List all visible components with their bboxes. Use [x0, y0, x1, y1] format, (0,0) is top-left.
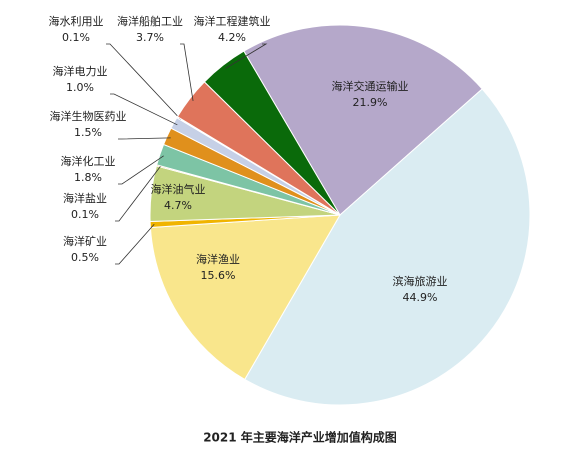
pie-slice [244, 88, 531, 406]
leader-line [225, 43, 268, 69]
leader-line [110, 93, 178, 126]
leader-line [115, 224, 155, 265]
pie-slice [149, 214, 341, 381]
slice-value: 1.0% [66, 81, 94, 94]
leader-line [118, 137, 171, 140]
leader-line [115, 166, 161, 222]
slice-value: 0.5% [71, 251, 99, 264]
slice-value: 3.7% [136, 31, 164, 44]
slice-label: 海水利用业 [49, 14, 104, 28]
slice-value: 44.9% [403, 291, 438, 304]
leader-line [118, 155, 164, 185]
slice-value: 21.9% [353, 96, 388, 109]
slice-label: 海洋生物医药业 [50, 109, 127, 123]
slice-label: 海洋工程建筑业 [194, 14, 271, 28]
slice-label: 滨海旅游业 [393, 274, 448, 288]
slice-label: 海洋船舶工业 [117, 14, 183, 28]
slice-label: 海洋渔业 [196, 252, 240, 266]
slice-label: 海洋交通运输业 [332, 79, 409, 93]
slice-value: 0.1% [71, 208, 99, 221]
slice-label: 海洋矿业 [63, 234, 107, 248]
slice-value: 1.5% [74, 126, 102, 139]
slice-label: 海洋盐业 [63, 191, 107, 205]
slice-value: 1.8% [74, 171, 102, 184]
slice-value: 15.6% [201, 269, 236, 282]
slice-label: 海洋电力业 [53, 64, 108, 78]
slice-value: 4.2% [218, 31, 246, 44]
pie-slice [203, 50, 341, 216]
chart-title: 2021 年主要海洋产业增加值构成图 [203, 430, 397, 445]
pie-slice [243, 24, 483, 216]
slice-label: 海洋油气业 [151, 182, 206, 196]
slice-value: 4.7% [164, 199, 192, 212]
slice-label: 海洋化工业 [61, 154, 116, 168]
leader-line [106, 43, 181, 120]
leader-line [180, 43, 194, 102]
slice-value: 0.1% [62, 31, 90, 44]
